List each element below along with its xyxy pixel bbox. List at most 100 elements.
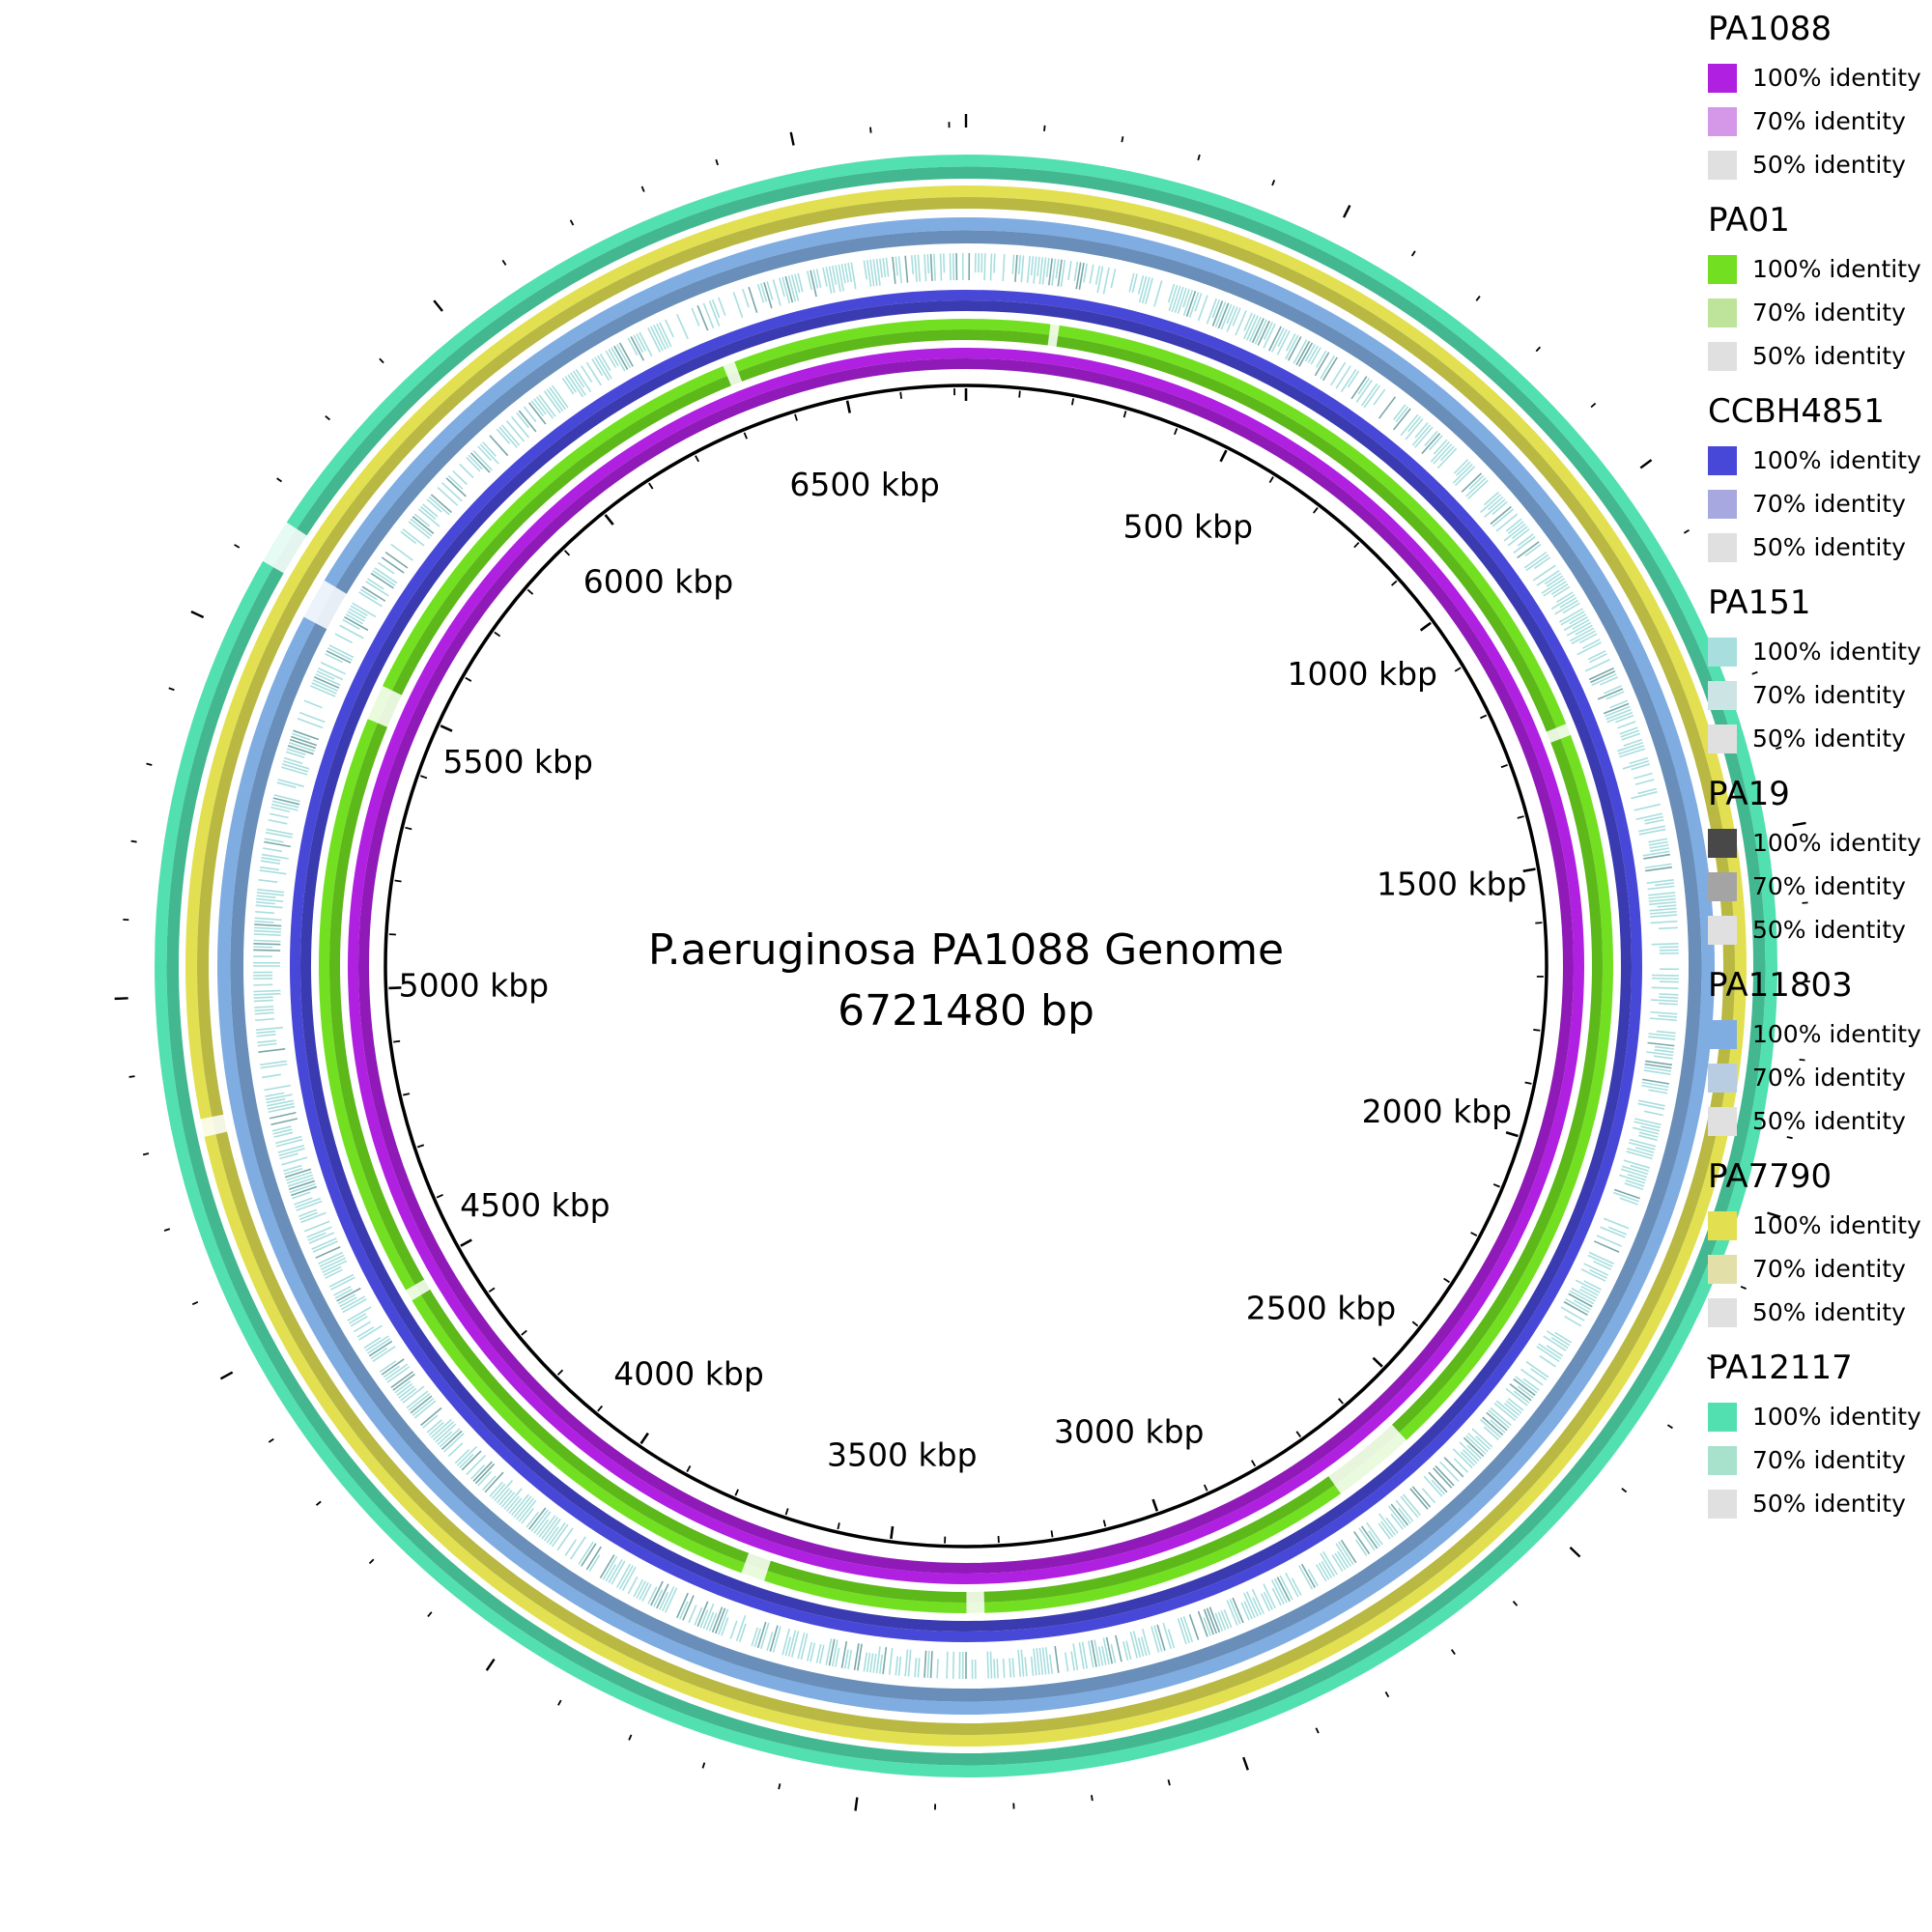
legend-label: 70% identity [1752,490,1906,518]
ring-segment [983,253,986,281]
ring-segment [1507,1398,1524,1411]
ring-segment [650,1580,664,1606]
legend-group-pa12117: PA12117 100% identity 70% identity 50% iden… [1708,1347,1932,1538]
ring-segment [1488,496,1504,511]
outer-tick-mark [1751,670,1758,675]
ring-segment [1131,273,1138,294]
ring-segment [676,1592,689,1618]
ring-segment [702,302,715,329]
ring-segment [1298,342,1314,367]
ring-segment [608,349,619,367]
ring-segment [1554,1331,1573,1344]
ring-segment [1649,843,1669,849]
ring-segment [1429,435,1443,451]
ring-segment [1287,336,1302,361]
ring-segment [759,1622,770,1650]
ring-segment [1584,659,1610,672]
ring-band-outer [290,290,1642,1642]
identity-rings [155,155,1777,1777]
outer-tick-mark [168,687,175,692]
ring-segment [1140,1636,1148,1657]
ring-segment [1647,885,1675,891]
ring-segment [320,662,346,675]
ring-segment [361,585,386,602]
ring-segment [869,259,875,287]
ring-segment [1321,1550,1338,1576]
ring-segment [508,1497,523,1515]
ring-pa1088 [348,348,1584,1584]
tick-mark [1122,411,1127,418]
ring-segment [1347,370,1360,388]
ring-segment [1653,1055,1673,1060]
outer-tick-mark [501,259,507,266]
ring-segment [400,1387,417,1402]
outer-tick-mark [1410,250,1416,257]
ring-segment [1206,1607,1218,1634]
ring-segment [347,1306,372,1321]
ring-segment [260,866,280,871]
legend-entry: 50% identity [1708,533,1932,562]
ring-segment [1495,513,1519,532]
ring-segment [384,551,409,569]
ring-segment [342,1298,367,1314]
ring-segment [1378,396,1397,419]
legend-entry: 50% identity [1708,916,1932,945]
legend-group-ccbh4851: CCBH4851 100% identity 70% identity 50% ide… [1708,390,1932,582]
ring-segment [1581,639,1601,649]
ring-segment [904,255,909,283]
ring-segment [641,1583,652,1602]
ring-segment [1338,1541,1354,1565]
legend-swatch [1708,1490,1737,1519]
tick-mark [648,482,654,490]
tick-mark [436,1194,443,1199]
ring-segment [311,682,337,695]
ring-segment [564,376,578,393]
ring-segment [1360,383,1378,407]
legend-swatch [1708,151,1737,180]
ring-segment [316,670,335,680]
outer-tick-mark [789,131,795,146]
ring-segment [1094,265,1101,285]
ring-segment [1335,365,1351,389]
ring-segment [264,838,284,843]
ring-segment [265,1092,285,1097]
ring-segment [381,556,405,574]
ring-segment [261,1073,281,1079]
ring-segment [260,1063,288,1069]
tick-mark [460,1238,472,1247]
ring-segment [696,1601,709,1628]
ring-segment [1285,1572,1299,1598]
ring-segment [1565,1298,1590,1314]
ring-segment [1651,977,1679,980]
ring-segment [426,498,442,513]
legend-label: 100% identity [1752,638,1921,666]
legend-title: PA151 [1708,583,1811,622]
ring-segment [1220,1610,1230,1630]
ring-segment [1217,1611,1227,1631]
ring-segment [1030,256,1035,276]
legend-swatch [1708,724,1737,753]
ring-segment [374,567,398,584]
ring-segment [312,1240,338,1253]
outer-tick-mark [1512,1601,1519,1606]
ring-segment [1643,853,1671,860]
ring-segment [1431,1479,1446,1495]
legend-swatch [1708,342,1737,371]
ring-segment [285,751,305,759]
legend-swatch [1708,64,1737,93]
ring-segment [339,1296,357,1308]
ring-segment [439,1428,461,1448]
legend-entry: 100% identity [1708,1211,1932,1240]
ring-segment [1072,1643,1079,1671]
ring-segment [398,1385,415,1399]
tick-mark [1517,815,1524,819]
ring-segment [1293,339,1308,364]
ring-segment [1137,274,1145,295]
ring-segment [1411,1486,1432,1508]
ring-segment [602,1555,618,1580]
ring-segment [1536,570,1560,586]
ring-segment [459,463,474,479]
ring-segment [265,1094,293,1101]
position-label: 2500 kbp [1246,1290,1396,1327]
ring-segment [294,1197,313,1206]
